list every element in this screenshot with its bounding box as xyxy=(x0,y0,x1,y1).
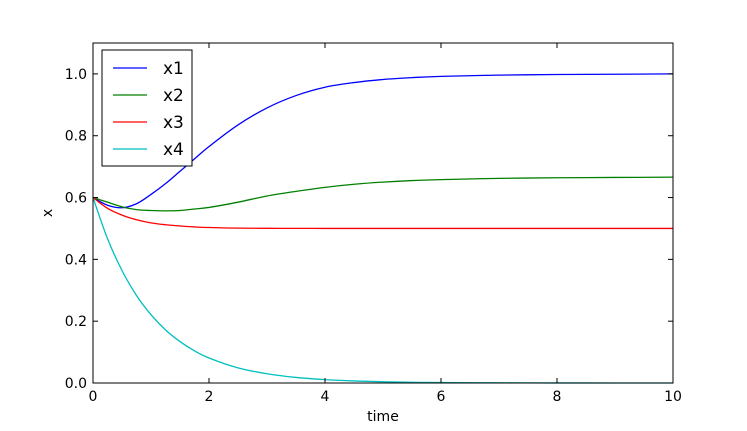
y-axis-label: x xyxy=(40,209,56,217)
legend-frame xyxy=(101,49,193,167)
legend: x1 x2 x3 x4 xyxy=(101,49,193,167)
x-tick-label: 2 xyxy=(205,389,214,405)
y-tick-label: 0.0 xyxy=(65,376,87,392)
legend-label-x3: x3 xyxy=(163,113,184,133)
x-axis-label: time xyxy=(367,409,399,425)
series-line-x3 xyxy=(92,197,673,230)
legend-label-x4: x4 xyxy=(163,140,184,160)
legend-label-x1: x1 xyxy=(163,59,184,79)
y-tick-label: 0.4 xyxy=(65,252,87,268)
series-lines xyxy=(92,73,674,384)
x-tick-label: 4 xyxy=(321,389,330,405)
y-tick-label: 0.8 xyxy=(65,129,87,145)
plot-frame xyxy=(92,42,674,384)
x-tick-label: 0 xyxy=(89,389,98,405)
legend-label-x2: x2 xyxy=(163,86,184,106)
y-tick-label: 0.2 xyxy=(65,314,87,330)
x-tick-label: 6 xyxy=(437,389,446,405)
x-tick-label: 8 xyxy=(553,389,562,405)
series-line-x2 xyxy=(92,176,674,212)
x-tick-label: 10 xyxy=(664,389,682,405)
y-tick-label: 0.6 xyxy=(65,191,87,207)
y-tick-label: 1.0 xyxy=(65,67,87,83)
tick-labels: 0 2 4 6 8 10 0.0 0.2 0.4 0.6 0.8 1.0 xyxy=(65,67,682,405)
series-line-x1 xyxy=(92,73,674,209)
